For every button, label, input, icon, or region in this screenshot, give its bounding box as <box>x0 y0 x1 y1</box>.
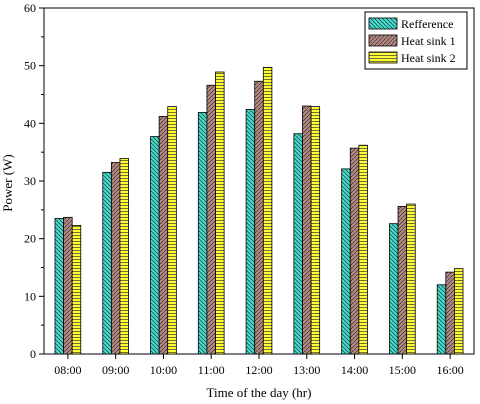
bar-outline <box>397 205 408 355</box>
x-tick-label: 15:00 <box>389 363 416 377</box>
bar-outline <box>454 268 464 355</box>
bar-outline <box>167 106 177 355</box>
legend-item: Heat sink 2 <box>368 51 456 65</box>
legend: Refference Heat sink 1 Heat sink 2 <box>364 11 468 70</box>
bar-outline <box>389 223 399 355</box>
bar-outline <box>254 80 264 355</box>
legend-label: Heat sink 2 <box>401 51 456 65</box>
bar <box>206 84 216 355</box>
bar <box>71 225 82 355</box>
x-tick-label: 14:00 <box>341 363 368 377</box>
bar <box>110 162 121 355</box>
y-axis-title: Power (W) <box>0 154 15 211</box>
x-tick-label: 10:00 <box>150 363 177 377</box>
bar <box>293 133 303 355</box>
x-tick-label: 16:00 <box>436 363 463 377</box>
legend-item: Refference <box>368 17 453 31</box>
y-tick-label: 50 <box>24 59 36 73</box>
bar <box>150 136 160 355</box>
bar-outline <box>197 111 208 355</box>
bar-outline <box>310 106 321 355</box>
legend-label: Refference <box>401 17 453 31</box>
bar <box>102 171 112 355</box>
legend-swatch <box>368 51 398 64</box>
bar-outline <box>215 71 225 355</box>
bar <box>454 268 464 355</box>
legend-swatch <box>368 34 398 47</box>
y-tick-label: 30 <box>24 174 36 188</box>
bar <box>215 71 225 355</box>
x-tick-label: 13:00 <box>293 363 320 377</box>
bar-outline <box>110 162 121 355</box>
bar <box>397 205 408 355</box>
bar <box>245 109 256 355</box>
bar-outline <box>302 105 312 355</box>
plot-area: 0 10 20 30 40 50 60 08:00 09:00 10:00 11:00 12:00 13… <box>24 1 475 377</box>
bar-outline <box>102 171 112 355</box>
bar <box>158 116 169 355</box>
bar <box>341 168 351 355</box>
bar-outline <box>262 66 273 355</box>
bar-outline <box>445 271 455 355</box>
bar <box>254 80 264 355</box>
y-tick-label: 10 <box>24 289 36 303</box>
y-tick-label: 40 <box>24 116 36 130</box>
bar-outline <box>158 116 169 355</box>
y-tick-label: 20 <box>24 232 36 246</box>
bar <box>302 105 312 355</box>
bar <box>167 106 177 355</box>
bar-outline <box>71 225 82 355</box>
x-tick-label: 12:00 <box>245 363 272 377</box>
bar <box>358 144 368 355</box>
bar-outline <box>341 168 351 355</box>
bar-outline <box>206 84 216 355</box>
legend-label: Heat sink 1 <box>401 34 456 48</box>
bar-outline <box>406 203 416 355</box>
bar-outline <box>358 144 368 355</box>
bar-outline <box>436 284 447 355</box>
y-tick-label: 0 <box>30 347 36 361</box>
bar <box>389 223 399 355</box>
bar <box>445 271 455 355</box>
legend-item: Heat sink 1 <box>368 34 456 48</box>
bar <box>349 147 360 355</box>
bar-outline <box>349 147 360 355</box>
bar-outline <box>245 109 256 355</box>
bar-outline <box>150 136 160 355</box>
bar-outline <box>63 216 73 355</box>
x-axis-title: Time of the day (hr) <box>207 385 312 400</box>
y-tick-label: 60 <box>24 1 36 15</box>
bar <box>63 216 73 355</box>
bar <box>310 106 321 355</box>
bar <box>119 158 129 355</box>
bar <box>197 111 208 355</box>
bar-outline <box>119 158 129 355</box>
bar <box>262 66 273 355</box>
x-tick-label: 09:00 <box>102 363 129 377</box>
legend-swatch <box>368 17 398 30</box>
x-tick-label: 11:00 <box>198 363 225 377</box>
bar <box>54 218 64 355</box>
x-tick-label: 08:00 <box>54 363 81 377</box>
bar-outline <box>293 133 303 355</box>
bar <box>406 203 416 355</box>
bar-outline <box>54 218 64 355</box>
bar <box>436 284 447 355</box>
